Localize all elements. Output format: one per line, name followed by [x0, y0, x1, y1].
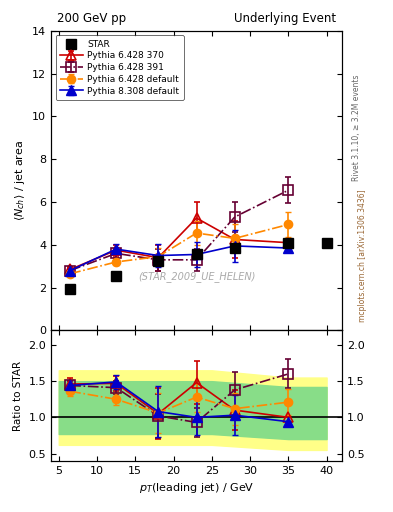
STAR [114, 273, 119, 279]
STAR [286, 240, 291, 246]
Text: mcplots.cern.ch [arXiv:1306.3436]: mcplots.cern.ch [arXiv:1306.3436] [358, 189, 367, 323]
Y-axis label: $\langle N_{ch} \rangle$ / jet area: $\langle N_{ch} \rangle$ / jet area [13, 140, 27, 221]
Y-axis label: Ratio to STAR: Ratio to STAR [13, 360, 23, 431]
Text: Rivet 3.1.10, ≥ 3.2M events: Rivet 3.1.10, ≥ 3.2M events [352, 75, 361, 181]
STAR [156, 258, 161, 264]
STAR [232, 245, 237, 251]
STAR [194, 251, 199, 258]
X-axis label: $p_T$(leading jet) / GeV: $p_T$(leading jet) / GeV [139, 481, 254, 495]
Text: Underlying Event: Underlying Event [234, 12, 336, 25]
Text: (STAR_2009_UE_HELEN): (STAR_2009_UE_HELEN) [138, 271, 255, 282]
Text: 200 GeV pp: 200 GeV pp [57, 12, 126, 25]
Line: STAR: STAR [65, 238, 331, 293]
STAR [68, 286, 73, 292]
STAR [324, 240, 329, 246]
Legend: STAR, Pythia 6.428 370, Pythia 6.428 391, Pythia 6.428 default, Pythia 8.308 def: STAR, Pythia 6.428 370, Pythia 6.428 391… [55, 35, 184, 100]
